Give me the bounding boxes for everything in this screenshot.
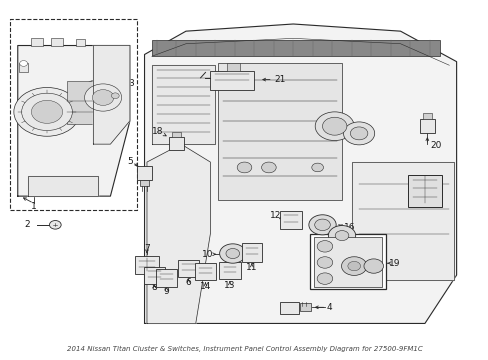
Bar	[156, 269, 177, 287]
Polygon shape	[93, 45, 130, 144]
Bar	[227, 63, 239, 71]
Circle shape	[328, 226, 355, 246]
Bar	[300, 303, 310, 311]
Text: 6: 6	[185, 278, 191, 287]
Circle shape	[219, 244, 245, 263]
Circle shape	[261, 162, 276, 173]
Bar	[407, 175, 441, 207]
Text: 15: 15	[363, 234, 374, 243]
Text: 7: 7	[144, 244, 149, 253]
Circle shape	[334, 230, 348, 240]
Bar	[143, 267, 164, 284]
Text: 10: 10	[202, 250, 213, 259]
Circle shape	[347, 261, 360, 271]
Text: 12: 12	[269, 211, 280, 220]
Circle shape	[314, 219, 330, 230]
Text: 1: 1	[31, 202, 37, 211]
Circle shape	[315, 112, 353, 140]
Circle shape	[225, 248, 239, 258]
Bar	[76, 39, 85, 45]
Text: 13: 13	[224, 281, 235, 290]
Circle shape	[343, 122, 374, 145]
Polygon shape	[147, 144, 210, 323]
Bar	[137, 166, 152, 180]
Bar	[168, 137, 183, 149]
Circle shape	[308, 215, 335, 235]
Circle shape	[322, 117, 346, 135]
Circle shape	[341, 257, 366, 275]
Circle shape	[311, 163, 323, 172]
Text: 14: 14	[200, 282, 211, 291]
Polygon shape	[152, 65, 215, 144]
Polygon shape	[27, 176, 98, 196]
Circle shape	[111, 93, 119, 99]
Text: 9: 9	[163, 287, 169, 296]
Circle shape	[21, 93, 72, 131]
Text: 4: 4	[326, 303, 332, 312]
Bar	[140, 180, 149, 186]
Bar	[279, 302, 299, 314]
Bar	[19, 63, 28, 72]
Text: 20: 20	[429, 141, 441, 150]
Bar	[422, 113, 431, 119]
Bar	[10, 19, 137, 211]
Bar	[152, 40, 439, 56]
Bar	[177, 260, 199, 277]
Text: 17: 17	[414, 185, 426, 194]
Circle shape	[92, 90, 114, 105]
Bar	[194, 263, 216, 280]
Text: 16: 16	[343, 223, 354, 232]
Bar	[280, 211, 301, 229]
Bar	[217, 63, 341, 200]
Bar	[135, 256, 159, 274]
Bar	[31, 38, 43, 45]
Bar	[314, 237, 381, 287]
Circle shape	[349, 127, 367, 140]
Polygon shape	[18, 45, 130, 196]
Text: 2: 2	[25, 220, 30, 229]
Circle shape	[317, 273, 332, 284]
Circle shape	[20, 60, 27, 66]
Circle shape	[31, 100, 62, 123]
Text: 21: 21	[273, 75, 285, 84]
Text: 2014 Nissan Titan Cluster & Switches, Instrument Panel Control Assembly Diagram : 2014 Nissan Titan Cluster & Switches, In…	[66, 346, 422, 352]
Bar	[219, 262, 240, 279]
Bar	[210, 71, 254, 90]
Text: 3: 3	[128, 79, 134, 88]
Circle shape	[317, 240, 332, 252]
Text: 11: 11	[245, 263, 257, 272]
Circle shape	[78, 79, 128, 116]
Bar	[419, 119, 434, 134]
Bar	[310, 234, 385, 289]
Circle shape	[49, 221, 61, 229]
Text: 19: 19	[388, 259, 400, 268]
Circle shape	[363, 259, 383, 273]
Circle shape	[237, 162, 251, 173]
Polygon shape	[351, 162, 453, 280]
Bar	[51, 38, 62, 45]
Polygon shape	[144, 24, 456, 323]
Circle shape	[317, 257, 332, 268]
Circle shape	[84, 84, 122, 111]
Bar	[171, 132, 180, 137]
Bar	[242, 243, 261, 262]
Bar	[66, 81, 93, 125]
Circle shape	[14, 87, 80, 136]
Text: 18: 18	[152, 127, 163, 136]
Text: 5: 5	[127, 157, 133, 166]
Text: 8: 8	[151, 283, 157, 292]
